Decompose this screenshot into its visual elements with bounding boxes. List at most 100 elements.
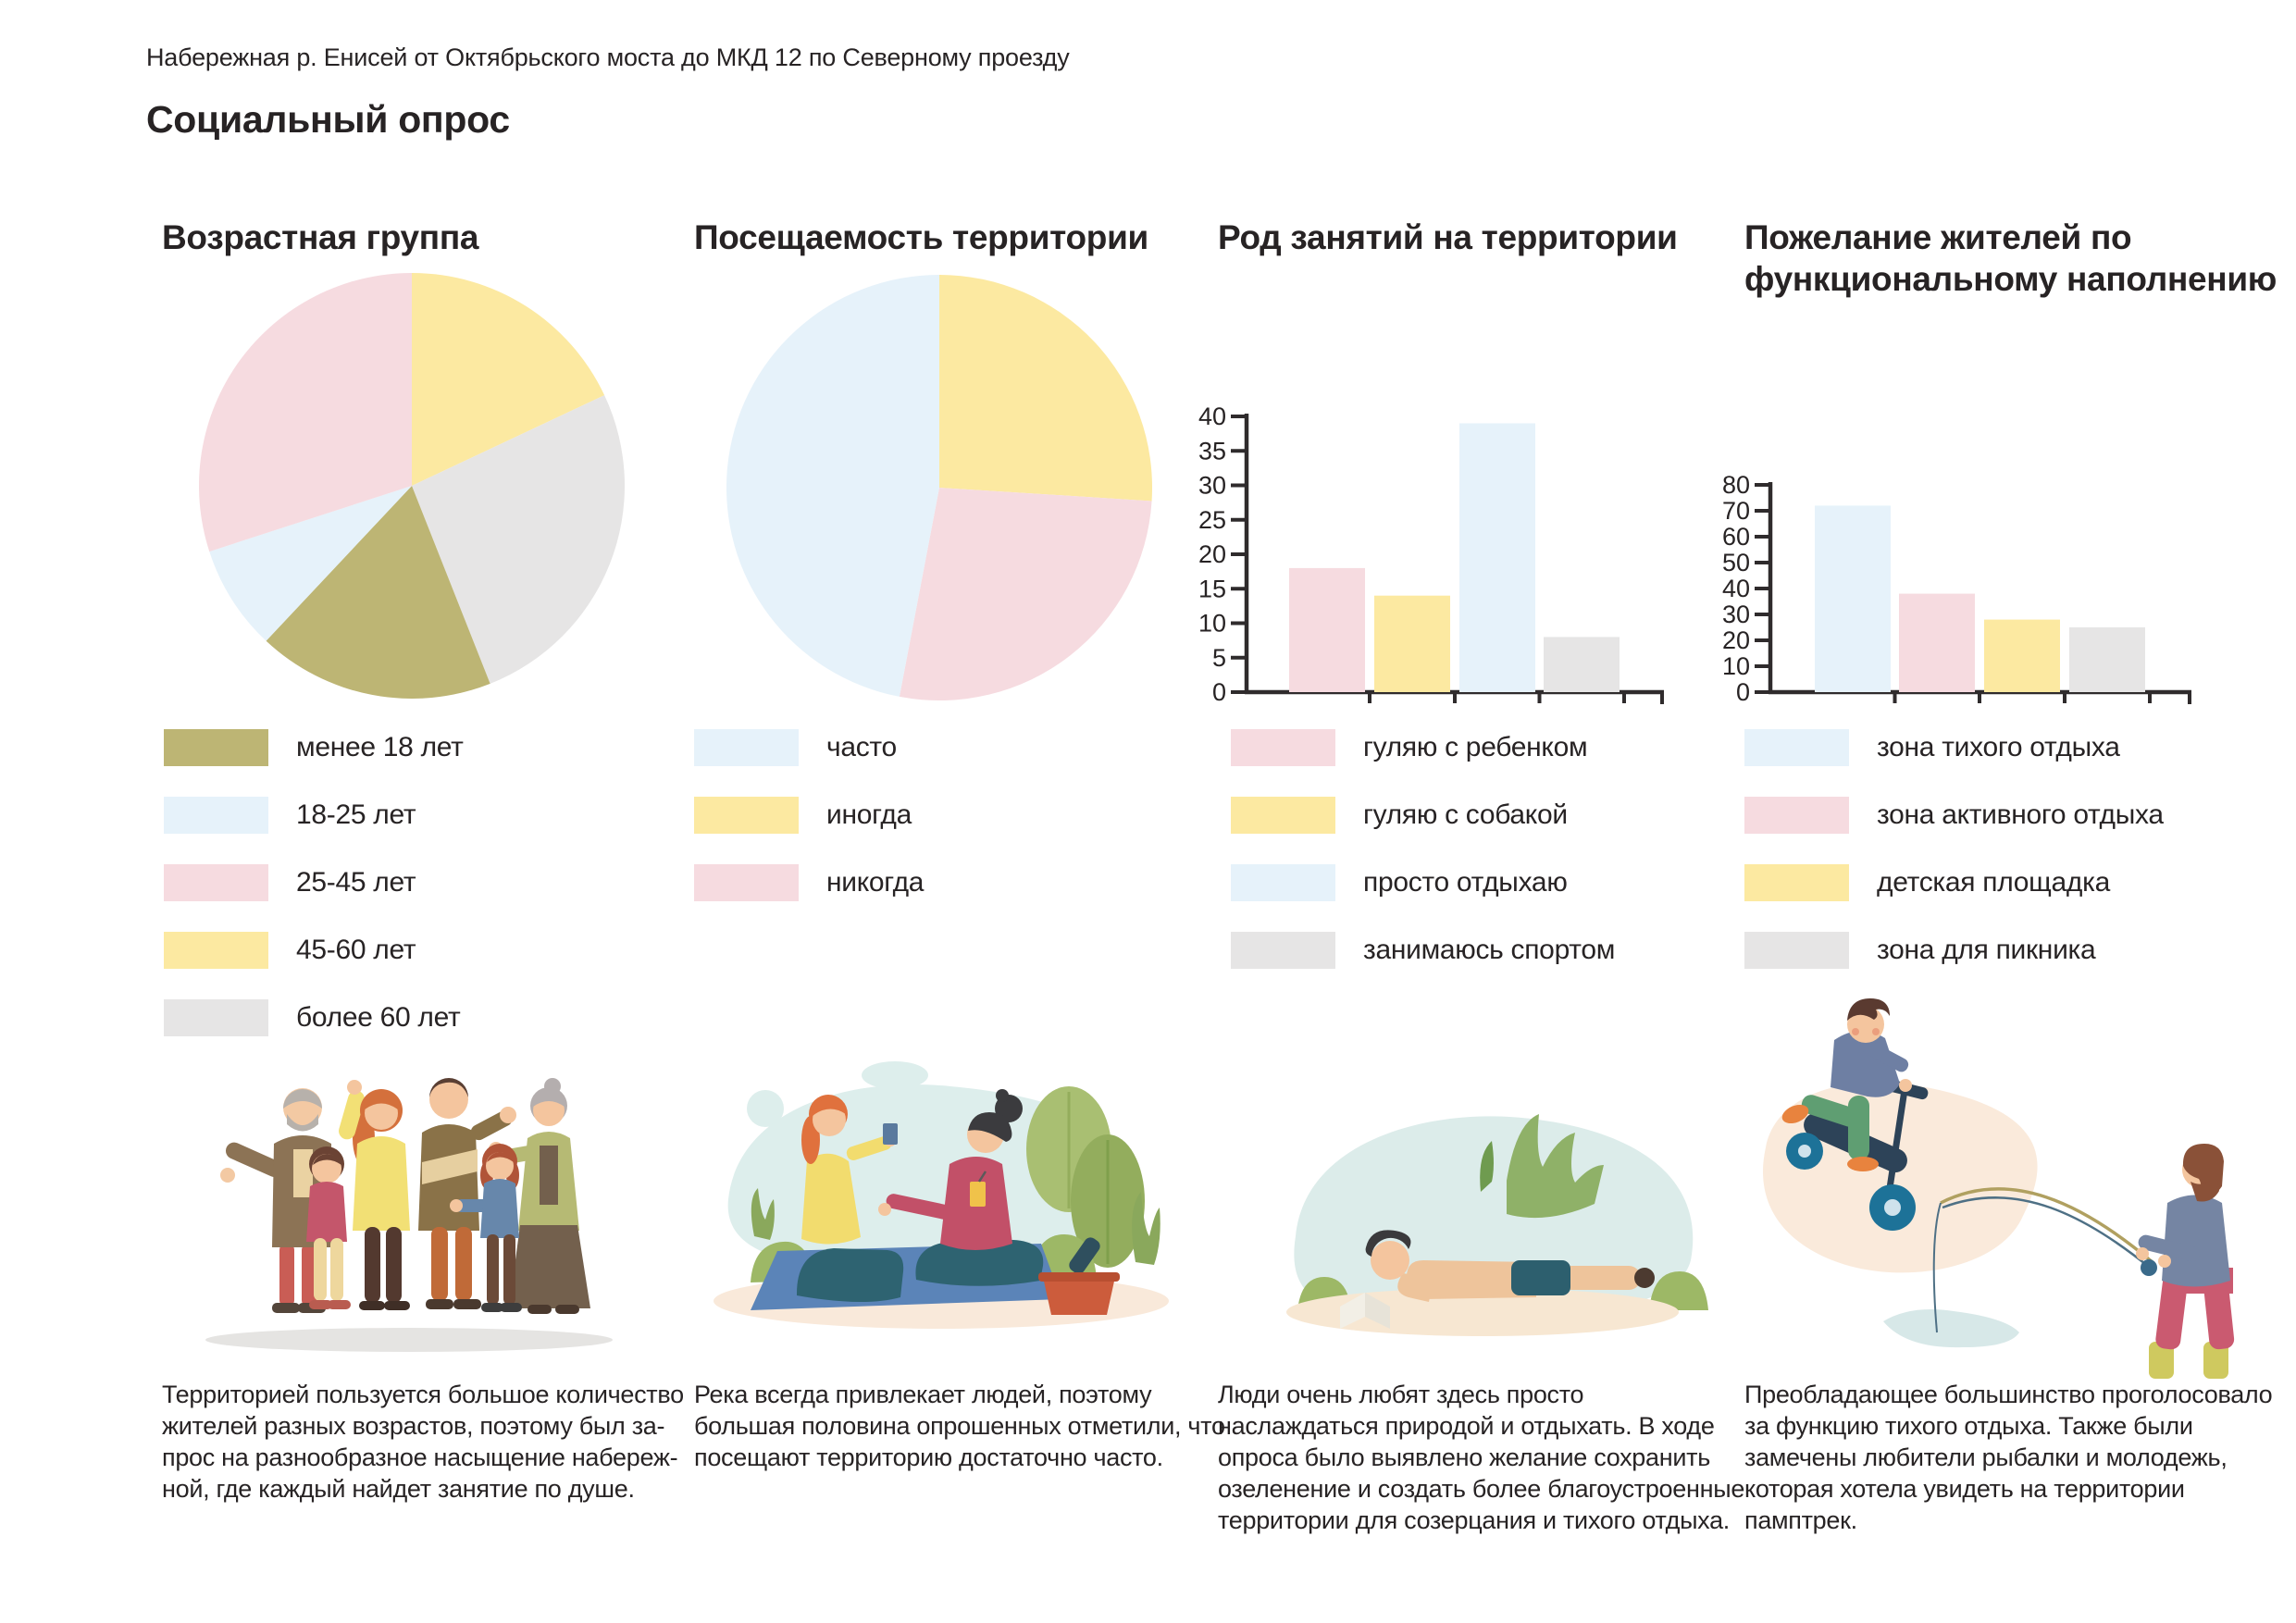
wishes-caption: Преобладающее большинство проголосовало з… bbox=[1744, 1379, 2273, 1536]
y-tick-label: 30 bbox=[1198, 472, 1226, 500]
section-title-activities: Род занятий на территории bbox=[1218, 217, 1678, 258]
age-group-caption: Территорией пользуется большое количеств… bbox=[162, 1379, 684, 1505]
text-line: большая половина опрошенных отметили, чт… bbox=[694, 1412, 1225, 1440]
text-line: Пожелание жителей по bbox=[1744, 218, 2132, 256]
pie-slice-менее 18 лет bbox=[266, 486, 490, 699]
y-tick-label: 15 bbox=[1198, 575, 1226, 602]
text-line: территории для созерцания и тихого отдых… bbox=[1218, 1506, 1730, 1534]
text-line: наслаждаться природой и отдыхать. В ходе bbox=[1218, 1412, 1715, 1440]
visit-frequency-caption: Река всегда привлекает людей, поэтому бол… bbox=[694, 1379, 1225, 1473]
text-line: озеленение и создать более благоустроенн… bbox=[1218, 1475, 1745, 1503]
y-tick-label: 25 bbox=[1198, 506, 1226, 534]
pie-slice-18-25 лет bbox=[209, 486, 412, 641]
family-group-illustration bbox=[205, 1078, 613, 1352]
legend-swatch-pink bbox=[694, 864, 799, 901]
text-line: Люди очень любят здесь просто bbox=[1218, 1381, 1584, 1408]
legend-swatch-olive bbox=[164, 729, 268, 766]
section-title-age-group: Возрастная группа bbox=[162, 217, 478, 258]
legend-swatch-yellow bbox=[1744, 864, 1849, 901]
text-line: жителей разных возрастов, поэтому был за… bbox=[162, 1412, 665, 1440]
picnic-friends-illustration bbox=[714, 1061, 1169, 1329]
legend-swatch-pink bbox=[1744, 797, 1849, 834]
legend-label: 18-25 лет bbox=[296, 799, 416, 830]
text-line: Территорией пользуется большое количеств… bbox=[162, 1381, 684, 1408]
y-tick-label: 60 bbox=[1722, 523, 1750, 551]
text-line: функциональному наполнению bbox=[1744, 260, 2277, 298]
legend-label: детская площадка bbox=[1877, 867, 2110, 898]
visit-frequency-pie-chart bbox=[726, 275, 1152, 700]
legend-label: гуляю с ребенком bbox=[1363, 732, 1588, 762]
legend-label: иногда bbox=[826, 799, 912, 830]
text-line: прос на разнообразное насыщение набереж- bbox=[162, 1443, 678, 1471]
legend-label: зона тихого отдыха bbox=[1877, 732, 2120, 762]
y-tick-label: 80 bbox=[1722, 471, 1750, 499]
text-line: за функцию тихого отдыха. Также были bbox=[1744, 1412, 2193, 1440]
legend-swatch-yellow bbox=[694, 797, 799, 834]
legend-swatch-yellow bbox=[164, 932, 268, 969]
section-title-visit-frequency: Посещаемость территории bbox=[694, 217, 1148, 258]
text-line: Посещаемость территории bbox=[694, 218, 1148, 256]
legend-swatch-gray bbox=[1744, 932, 1849, 969]
legend-label: часто bbox=[826, 732, 897, 762]
legend-label: менее 18 лет bbox=[296, 732, 464, 762]
y-tick-label: 30 bbox=[1722, 601, 1750, 628]
legend-label: зона для пикника bbox=[1877, 935, 2096, 965]
text-line: ной, где каждый найдет занятие по душе. bbox=[162, 1475, 635, 1503]
y-tick-label: 70 bbox=[1722, 497, 1750, 525]
activities-caption: Люди очень любят здесь просто наслаждатьс… bbox=[1218, 1379, 1744, 1536]
legend-swatch-yellow bbox=[1231, 797, 1335, 834]
age-group-pie-chart bbox=[199, 273, 625, 699]
legend-swatch-pink bbox=[1231, 729, 1335, 766]
text-line: памптрек. bbox=[1744, 1506, 1857, 1534]
text-line: Преобладающее большинство проголосовало bbox=[1744, 1381, 2273, 1408]
y-tick-label: 20 bbox=[1198, 540, 1226, 568]
legend-swatch-blue bbox=[1231, 864, 1335, 901]
y-tick-label: 20 bbox=[1722, 626, 1750, 654]
bar-просто отдыхаю bbox=[1459, 423, 1535, 692]
pie-svg bbox=[199, 273, 625, 699]
text-line: Род занятий на территории bbox=[1218, 218, 1678, 256]
pie-slice-никогда bbox=[899, 488, 1152, 700]
page-header: Набережная р. Енисей от Октябрьского мос… bbox=[146, 43, 1070, 71]
legend-swatch-blue bbox=[694, 729, 799, 766]
text-line: посещают территорию достаточно часто. bbox=[694, 1443, 1163, 1471]
bar-зона для пикника bbox=[2069, 627, 2145, 692]
legend-label: зона активного отдыха bbox=[1877, 799, 2164, 830]
bar-детская площадка bbox=[1984, 619, 2060, 692]
bar-гуляю с собакой bbox=[1374, 595, 1450, 692]
pie-slice-часто bbox=[726, 275, 939, 697]
y-tick-label: 35 bbox=[1198, 437, 1226, 465]
text-line: замечены любители рыбалки и молодежь, bbox=[1744, 1443, 2228, 1471]
legend-swatch-gray bbox=[164, 999, 268, 1036]
y-tick-label: 5 bbox=[1212, 644, 1226, 672]
legend-label: 25-45 лет bbox=[296, 867, 416, 898]
legend-label: более 60 лет bbox=[296, 1002, 461, 1033]
legend-label: никогда bbox=[826, 867, 925, 898]
legend-swatch-pink bbox=[164, 864, 268, 901]
pie-slice-25-45 лет bbox=[199, 273, 412, 552]
y-tick-label: 40 bbox=[1198, 403, 1226, 430]
bar-гуляю с ребенком bbox=[1289, 567, 1365, 692]
bar-занимаюсь спортом bbox=[1544, 637, 1620, 692]
wishes-bar-chart: 0 10 20 30 40 50 60 70 80 bbox=[1703, 393, 2226, 717]
pie-slice-более 60 лет bbox=[412, 395, 625, 684]
legend-label: гуляю с собакой bbox=[1363, 799, 1568, 830]
y-tick-label: 10 bbox=[1722, 652, 1750, 680]
text-line: опроса было выявлено желание сохранить bbox=[1218, 1443, 1710, 1471]
legend-swatch-blue bbox=[1744, 729, 1849, 766]
scooter-and-fisherman-illustration bbox=[1763, 998, 2235, 1379]
text-line: Река всегда привлекает людей, поэтому bbox=[694, 1381, 1152, 1408]
section-title-wishes: Пожелание жителей по функциональному напо… bbox=[1744, 217, 2277, 300]
bar-svg: 0 5 10 15 20 25 30 35 40 bbox=[1198, 403, 1664, 706]
page-title: Социальный опрос bbox=[146, 98, 510, 141]
text-line: Возрастная группа bbox=[162, 218, 479, 256]
legend-label: 45-60 лет bbox=[296, 935, 416, 965]
text-line: которая хотела увидеть на территории bbox=[1744, 1475, 2185, 1503]
y-tick-label: 0 bbox=[1212, 678, 1226, 706]
legend-label: просто отдыхаю bbox=[1363, 867, 1568, 898]
pie-slice-иногда bbox=[939, 275, 1152, 502]
pie-slice-45-60 лет bbox=[412, 273, 605, 486]
pie-svg bbox=[726, 275, 1152, 700]
